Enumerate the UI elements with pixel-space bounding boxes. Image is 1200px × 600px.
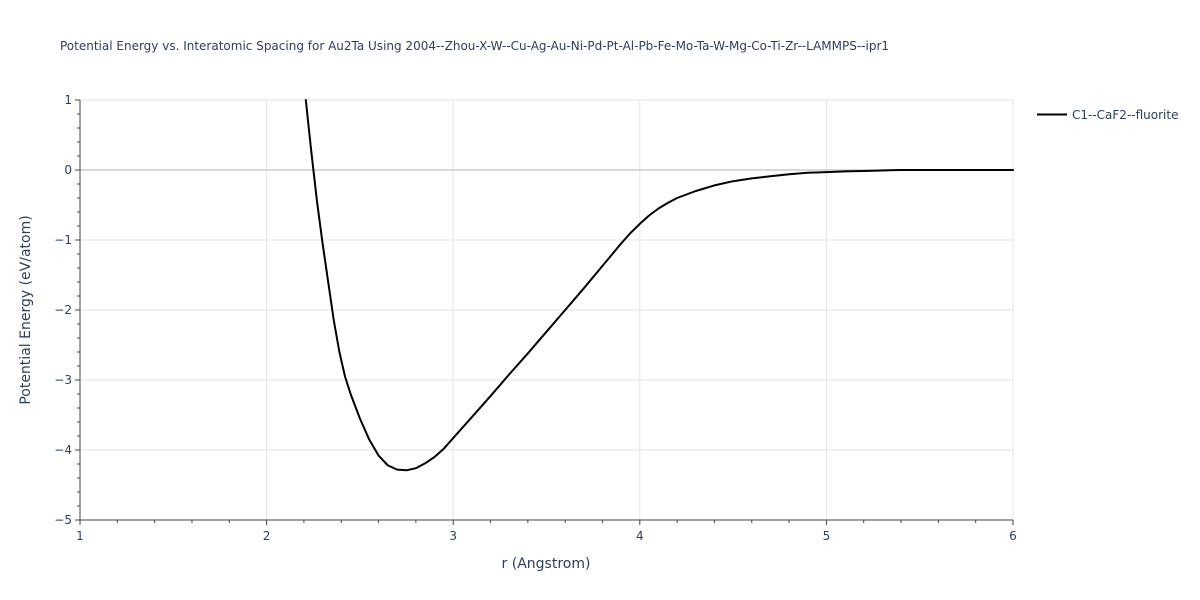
grid — [80, 99, 1014, 520]
x-tick-label: 6 — [1009, 529, 1017, 543]
x-tick-label: 2 — [263, 529, 271, 543]
y-axis-title: Potential Energy (eV/atom) — [18, 215, 34, 404]
x-tick-label: 3 — [449, 529, 457, 543]
series-line — [304, 99, 1014, 472]
x-tick-labels: 1 2 3 4 5 6 — [76, 529, 1017, 543]
chart-title: Potential Energy vs. Interatomic Spacing… — [60, 39, 889, 53]
series — [304, 99, 1014, 472]
x-tick-label: 1 — [76, 529, 84, 543]
x-tick-label: 4 — [636, 529, 644, 543]
y-tick-label: 1 — [64, 93, 72, 107]
legend[interactable]: C1--CaF2--fluorite — [1037, 108, 1178, 122]
y-tick-labels: 1 0 −1 −2 −3 −4 −5 — [54, 93, 72, 527]
y-tick-label: −5 — [54, 513, 72, 527]
x-tick-label: 5 — [823, 529, 831, 543]
x-axis-title: r (Angstrom) — [502, 556, 591, 572]
y-tick-label: −2 — [54, 303, 72, 317]
y-tick-label: 0 — [64, 163, 72, 177]
y-tick-label: −1 — [54, 233, 72, 247]
legend-label: C1--CaF2--fluorite — [1072, 108, 1178, 122]
y-tick-label: −3 — [54, 373, 72, 387]
y-tick-label: −4 — [54, 443, 72, 457]
axes — [75, 99, 1014, 525]
